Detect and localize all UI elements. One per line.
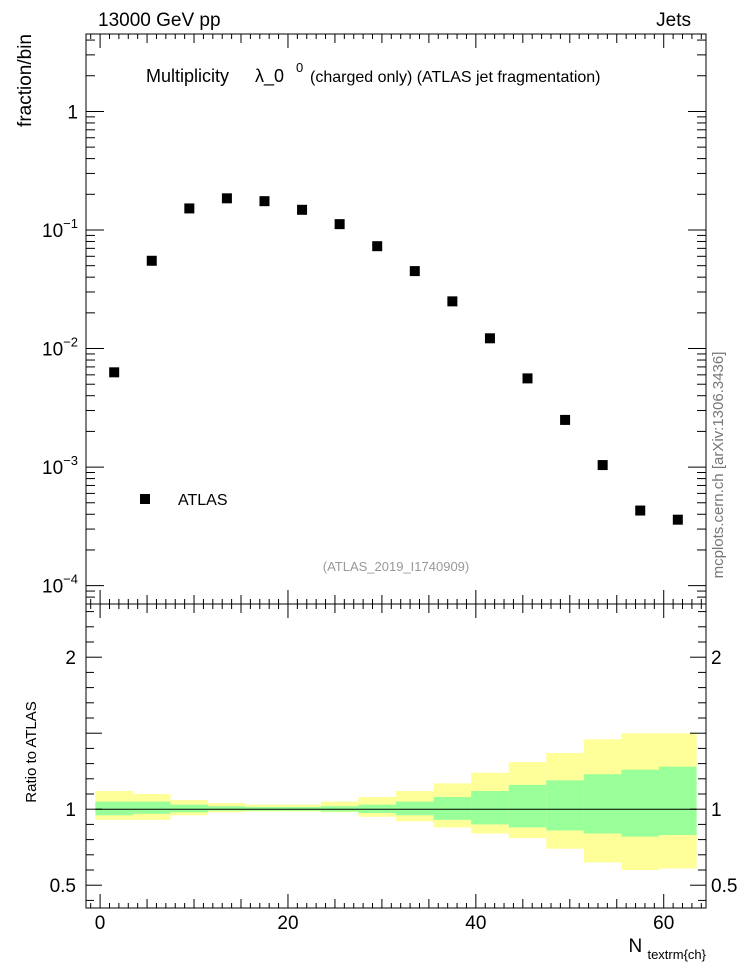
stat-band-bin bbox=[132, 801, 171, 814]
main-y-tick-label: 10−2 bbox=[42, 335, 78, 361]
x-tick-label: 60 bbox=[653, 913, 674, 934]
legend-label: ATLAS bbox=[178, 492, 228, 509]
stat-band-bin bbox=[546, 780, 584, 831]
ratio-y-tick-label-right: 0.5 bbox=[711, 876, 737, 897]
side-label: mcplots.cern.ch [arXiv:1306.3436] bbox=[710, 352, 727, 579]
data-points bbox=[109, 193, 683, 525]
ratio-y-tick-label: 2 bbox=[65, 648, 76, 669]
ratio-y-axis-label: Ratio to ATLAS bbox=[23, 701, 40, 802]
x-tick-label: 20 bbox=[277, 913, 298, 934]
main-y-tick-label: 10−3 bbox=[42, 453, 78, 479]
stat-band-bin bbox=[208, 806, 246, 811]
chart-title-symbol: λ_0 bbox=[255, 66, 284, 87]
main-y-tick-label: 10−4 bbox=[42, 572, 78, 598]
header-right-label: Jets bbox=[656, 10, 691, 31]
ratio-y-tick-label: 0.5 bbox=[50, 876, 76, 897]
main-plot-frame bbox=[85, 33, 707, 605]
header-left-label: 13000 GeV pp bbox=[98, 10, 221, 31]
main-y-tick-label: 10−1 bbox=[42, 216, 78, 242]
stat-band-bin bbox=[95, 801, 133, 816]
data-point bbox=[146, 255, 157, 266]
chart-title-superscript: 0 bbox=[296, 60, 303, 75]
legend-marker bbox=[140, 494, 150, 504]
data-point bbox=[297, 204, 308, 215]
data-point bbox=[372, 241, 383, 252]
analysis-label: (ATLAS_2019_I1740909) bbox=[323, 559, 469, 574]
chart-title: Multiplicity λ_0 0 (charged only) (ATLAS… bbox=[146, 56, 601, 87]
ratio-y-tick-label-right: 2 bbox=[711, 648, 722, 669]
x-tick-label: 0 bbox=[95, 913, 106, 934]
plot-frames bbox=[85, 33, 707, 909]
data-point bbox=[635, 505, 646, 516]
data-point bbox=[184, 203, 195, 214]
data-point bbox=[484, 333, 495, 344]
stat-band-bin bbox=[396, 801, 434, 816]
data-point bbox=[447, 296, 458, 307]
ratio-plot-frame bbox=[85, 603, 707, 909]
stat-band-bin bbox=[508, 784, 547, 828]
ratio-bands bbox=[95, 733, 697, 870]
axis-tick-labels: 110−110−210−310−40.5 0.51 12 20 20 40 60 bbox=[42, 102, 737, 934]
data-point bbox=[597, 460, 608, 471]
stat-band-bin bbox=[471, 790, 509, 825]
stat-band-bin bbox=[659, 766, 697, 836]
ratio-y-tick-label-right: 1 bbox=[711, 800, 722, 821]
stat-band-bin bbox=[621, 769, 660, 837]
data-point bbox=[109, 367, 120, 378]
x-axis-label-subscript: textrm{ch} bbox=[647, 947, 706, 962]
axis-ticks bbox=[86, 34, 706, 908]
stat-band-bin bbox=[583, 774, 622, 834]
stat-band-bin bbox=[170, 804, 209, 813]
data-point bbox=[560, 414, 571, 425]
data-point bbox=[672, 514, 683, 525]
data-point bbox=[409, 266, 420, 277]
main-y-axis-label: fraction/bin bbox=[15, 34, 36, 127]
x-axis-label-base: N bbox=[628, 936, 642, 957]
x-tick-label: 40 bbox=[465, 913, 486, 934]
data-point bbox=[259, 196, 270, 207]
stat-band-bin bbox=[433, 797, 472, 820]
data-point bbox=[334, 219, 345, 230]
data-point bbox=[221, 193, 232, 204]
chart-title-suffix: (charged only) (ATLAS jet fragmentation) bbox=[310, 69, 601, 86]
x-axis-label: N textrm{ch} bbox=[628, 936, 706, 962]
main-y-tick-label: 1 bbox=[67, 102, 78, 123]
data-point bbox=[522, 373, 533, 384]
chart-title-prefix: Multiplicity bbox=[146, 66, 229, 86]
ratio-y-tick-label: 1 bbox=[65, 800, 76, 821]
